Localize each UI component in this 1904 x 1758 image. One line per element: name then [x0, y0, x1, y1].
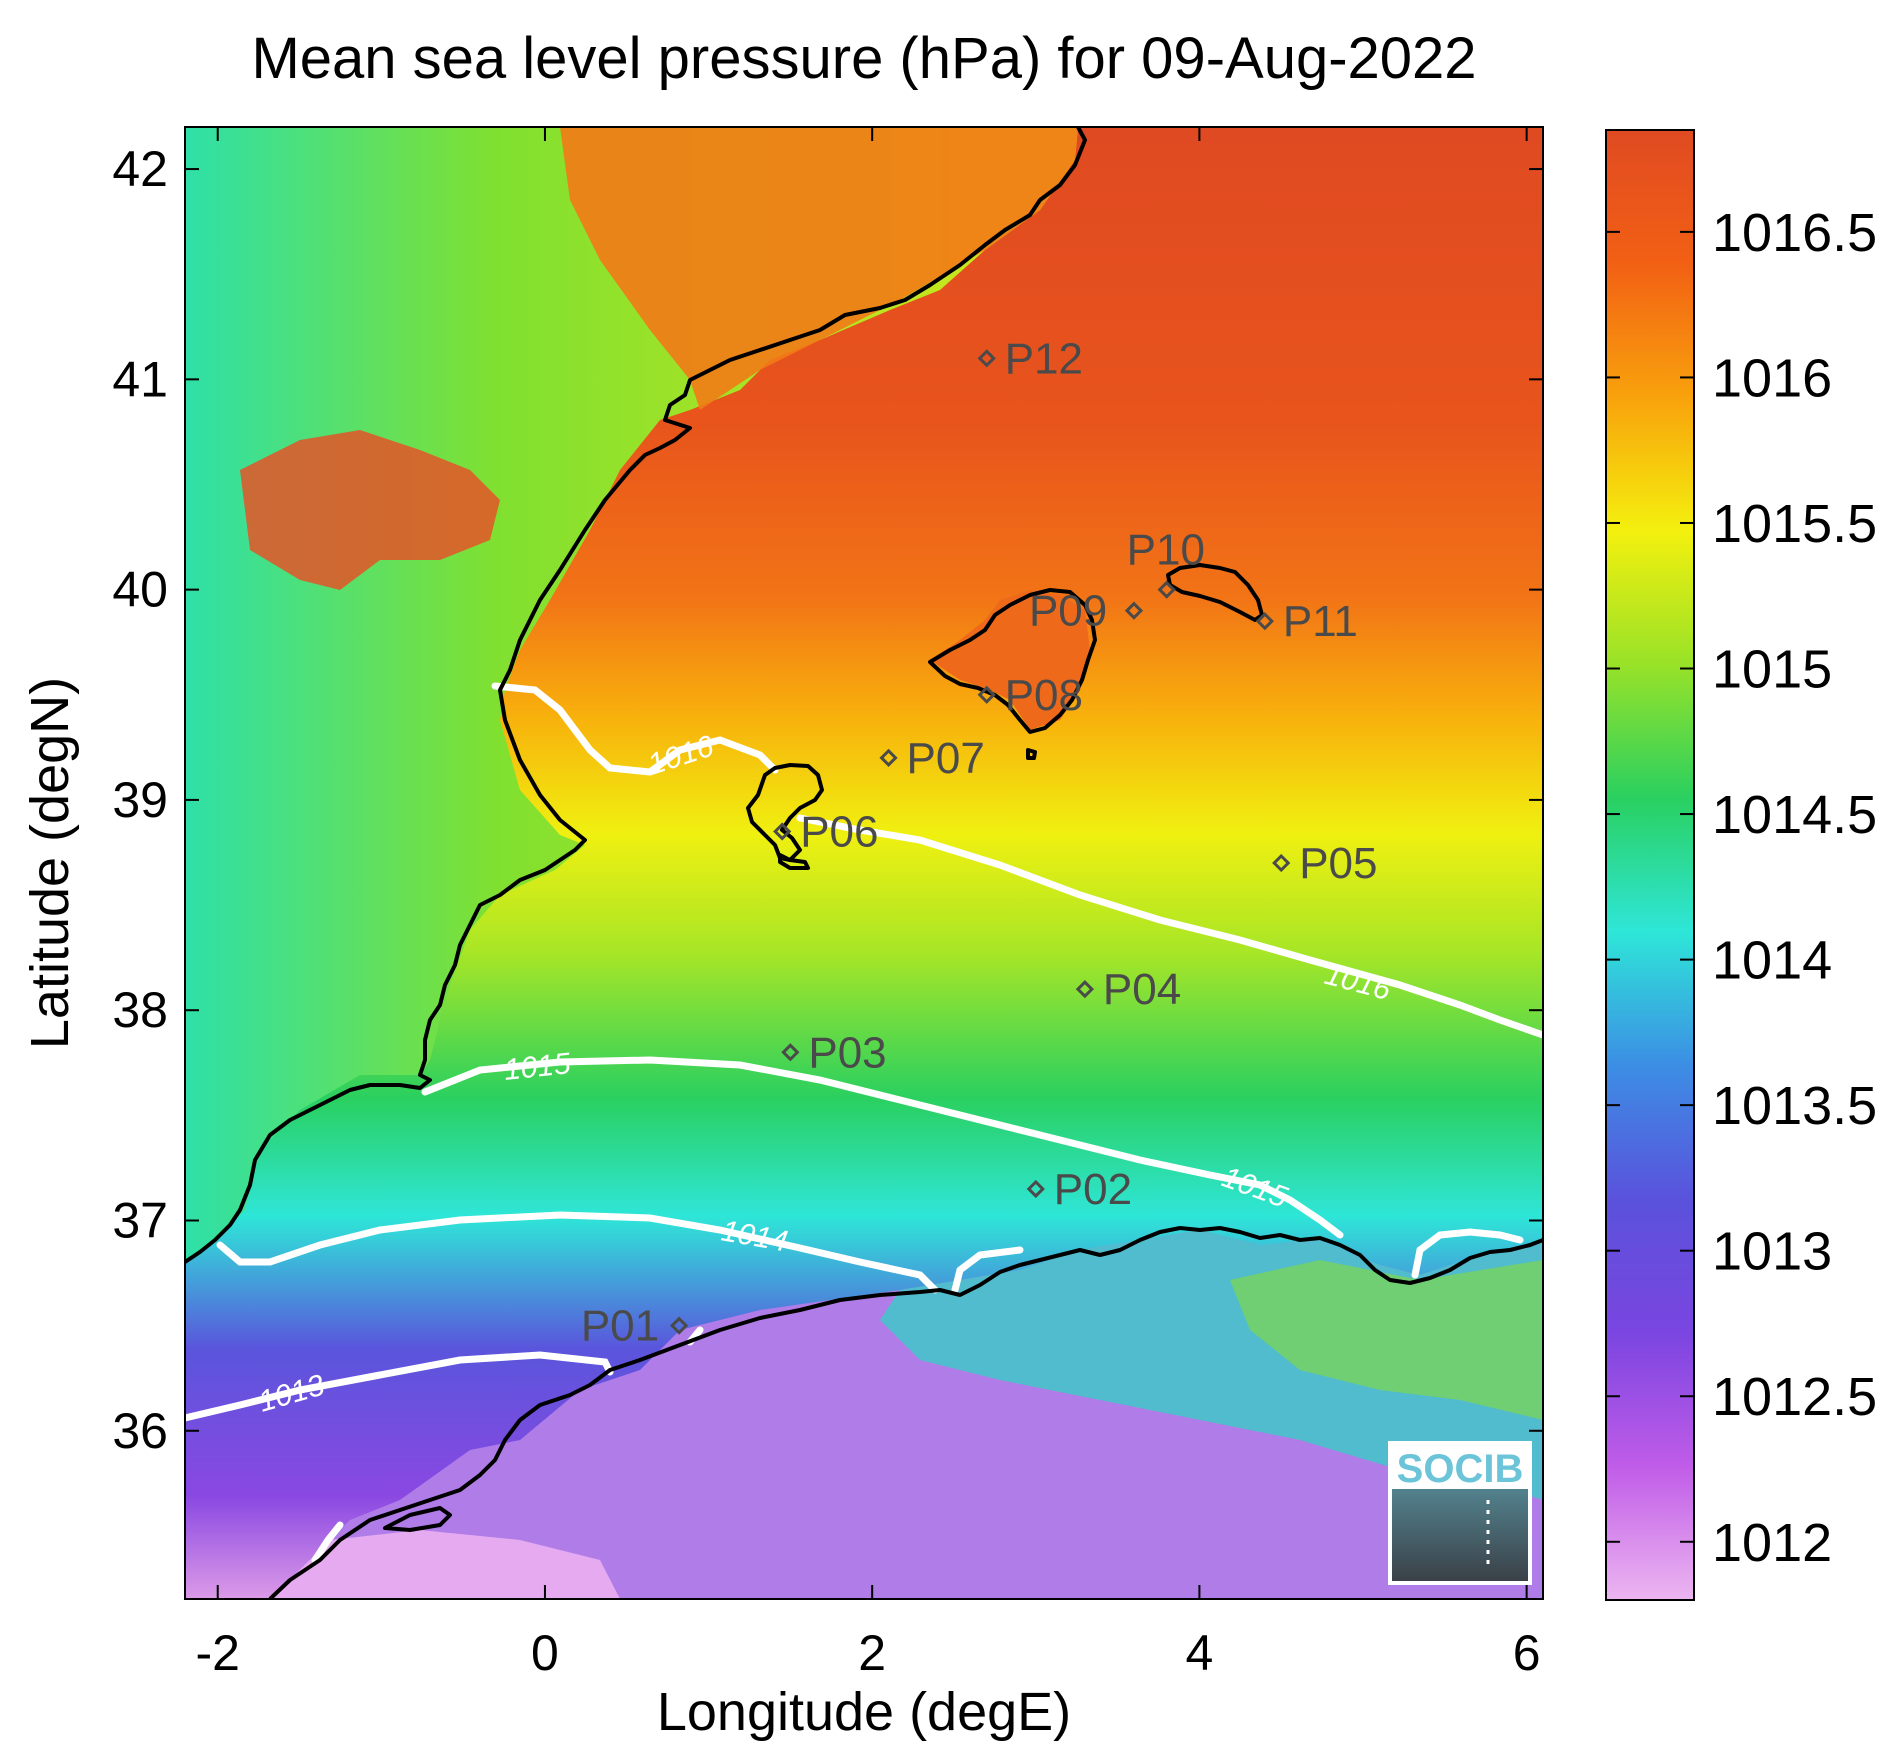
- contour-lines: [185, 682, 1543, 1564]
- station-marker-p01: [669, 1316, 689, 1335]
- station-label-p12: P12: [1005, 334, 1083, 383]
- land-africa-lowest: [270, 1530, 620, 1599]
- station-label-p05: P05: [1299, 839, 1377, 888]
- station-marker-p06: [773, 822, 792, 841]
- colorbar-tick-label: 1013.5: [1712, 1076, 1877, 1136]
- coastline-alboran-island: [383, 1506, 452, 1532]
- y-tick-label: 42: [112, 141, 168, 197]
- y-tick-label: 37: [112, 1192, 168, 1248]
- plot-frame: [184, 126, 1544, 1600]
- y-axis-ticks: 36 37 38 39 40 41 42: [112, 141, 1543, 1459]
- x-axis-label: Longitude (degE): [657, 1682, 1071, 1742]
- land-africa-greens: [1230, 1260, 1543, 1420]
- y-axis-label: Latitude (degN): [20, 677, 80, 1049]
- colorbar-tick-label: 1014.5: [1712, 785, 1877, 845]
- colorbar-tick-label: 1012: [1712, 1513, 1832, 1573]
- colorbar-tick-label: 1013: [1712, 1222, 1832, 1282]
- land-interior-high: [240, 430, 500, 590]
- y-tick-label: 40: [112, 562, 168, 618]
- x-tick-label: 2: [858, 1625, 886, 1681]
- coastline-iberia: [185, 127, 1087, 1264]
- y-tick-label: 36: [112, 1403, 168, 1459]
- coastline-cabrera: [1026, 748, 1037, 760]
- station-label-p02: P02: [1054, 1165, 1132, 1214]
- x-tick-label: 4: [1186, 1625, 1214, 1681]
- contour-1016-west: [491, 682, 779, 776]
- y-tick-label: 39: [112, 772, 168, 828]
- socib-logo: SOCIB: [1388, 1441, 1532, 1585]
- station-label-p03: P03: [808, 1028, 886, 1077]
- station-label-p01: P01: [581, 1302, 659, 1351]
- colorbar-tick-label: 1014: [1712, 931, 1832, 991]
- station-label-p10: P10: [1127, 526, 1205, 575]
- map-plot-area: 1016 1016 1015 1015 1014 1013 P01P02P03P…: [185, 127, 1543, 1599]
- station-label-p11: P11: [1283, 597, 1358, 646]
- socib-logo-text: SOCIB: [1397, 1447, 1524, 1491]
- station-marker-p08: [977, 685, 996, 704]
- chart-title: Mean sea level pressure (hPa) for 09-Aug…: [251, 26, 1476, 91]
- colorbar: 1012 1012.5 1013 1013.5 1014 1014.5 1015 1015.5…: [1605, 129, 1877, 1601]
- station-marker-p03: [781, 1043, 800, 1062]
- x-axis-ticks: -2 0 2 4 6: [195, 127, 1541, 1681]
- x-tick-label: -2: [195, 1625, 239, 1681]
- x-tick-label: 0: [531, 1625, 559, 1681]
- colorbar-tick-label: 1016.5: [1712, 203, 1877, 263]
- station-marker-p04: [1075, 980, 1095, 999]
- contour-1016-east: [796, 814, 1543, 1039]
- station-marker-p12: [977, 349, 996, 368]
- station-marker-p10: [1157, 580, 1176, 599]
- station-label-p09: P09: [1029, 587, 1107, 636]
- colorbar-scale: [1605, 129, 1695, 1601]
- land-north-orange: [560, 127, 1078, 410]
- station-label-p04: P04: [1103, 965, 1181, 1014]
- colorbar-tick-label: 1015: [1712, 640, 1832, 700]
- x-tick-label: 6: [1513, 1625, 1541, 1681]
- contour-1014: [216, 1211, 1524, 1294]
- colorbar-ticks: 1012 1012.5 1013 1013.5 1014 1014.5 1015 1015.5…: [1606, 203, 1877, 1573]
- contour-1015: [421, 1056, 1344, 1239]
- station-marker-p05: [1272, 853, 1291, 873]
- station-marker-p11: [1255, 612, 1274, 631]
- station-marker-p09: [1124, 601, 1144, 620]
- station-label-p07: P07: [907, 734, 985, 783]
- contour-label-1015-a: 1015: [502, 1047, 572, 1087]
- station-label-p06: P06: [800, 807, 878, 856]
- colorbar-tick-label: 1015.5: [1712, 494, 1877, 554]
- land-iberia: [185, 127, 1078, 1262]
- island-mallorca-fill: [930, 590, 1090, 730]
- station-marker-p07: [879, 748, 898, 767]
- colorbar-tick-label: 1016: [1712, 348, 1832, 408]
- y-tick-label: 41: [112, 351, 168, 407]
- colorbar-tick-label: 1012.5: [1712, 1367, 1877, 1427]
- coastline-formentera: [778, 853, 810, 870]
- station-label-p08: P08: [1005, 671, 1083, 720]
- y-tick-label: 38: [112, 982, 168, 1038]
- station-markers: P01 P02 P03 P04 P05 P06 P07 P08 P09 P10 P11 P12: [581, 334, 1378, 1350]
- coastline-africa: [268, 1226, 1543, 1599]
- station-marker-p02: [1026, 1179, 1045, 1199]
